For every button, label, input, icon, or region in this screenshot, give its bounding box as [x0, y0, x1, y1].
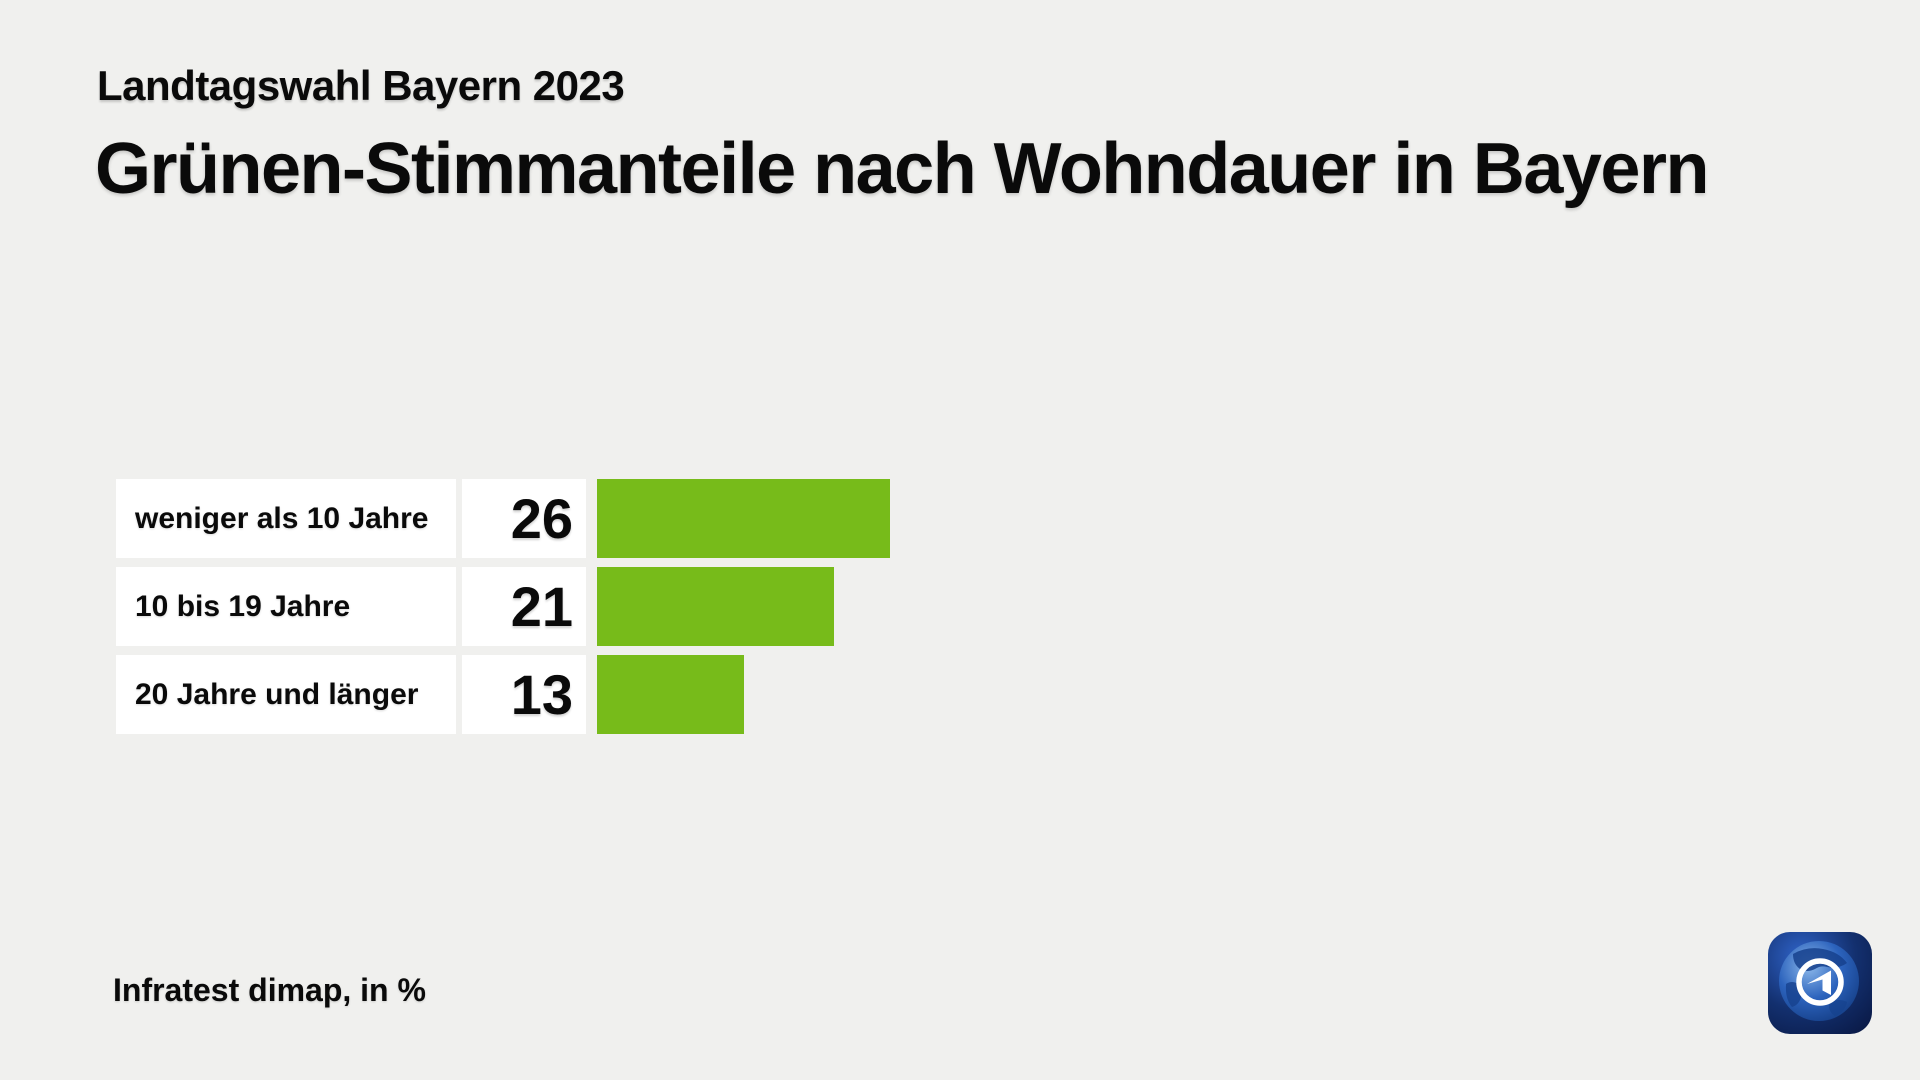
chart-row: 20 Jahre und länger 13 [116, 655, 890, 734]
value-bar [597, 655, 744, 734]
value-label: 21 [462, 567, 586, 646]
category-label: weniger als 10 Jahre [116, 479, 456, 558]
chart-title: Grünen-Stimmanteile nach Wohndauer in Ba… [95, 129, 1709, 209]
bar-chart: weniger als 10 Jahre 26 10 bis 19 Jahre 21 2… [116, 479, 890, 743]
chart-row: 10 bis 19 Jahre 21 [116, 567, 890, 646]
category-label: 10 bis 19 Jahre [116, 567, 456, 646]
source-note: Infratest dimap, in % [113, 972, 426, 1008]
category-label: 20 Jahre und länger [116, 655, 456, 734]
ard-tagesschau-logo-icon [1768, 932, 1872, 1034]
value-bar [597, 567, 834, 646]
chart-row: weniger als 10 Jahre 26 [116, 479, 890, 558]
value-label: 13 [462, 655, 586, 734]
chart-subtitle: Landtagswahl Bayern 2023 [97, 62, 625, 109]
value-label: 26 [462, 479, 586, 558]
value-bar [597, 479, 890, 558]
